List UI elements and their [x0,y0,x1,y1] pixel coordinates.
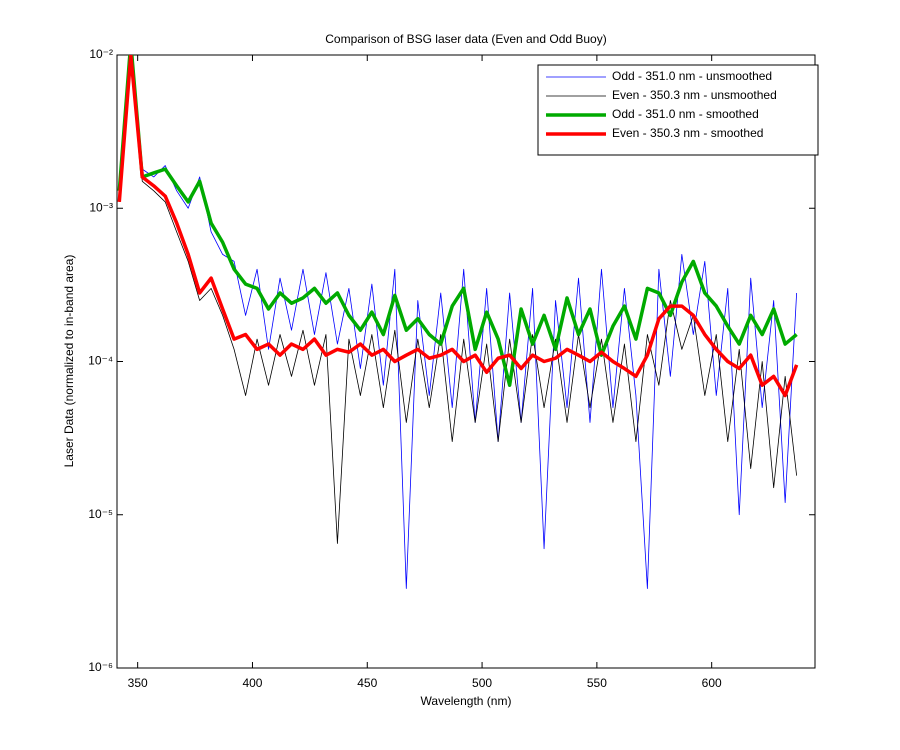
series-line [117,55,798,387]
x-axis-label: Wavelength (nm) [421,694,512,708]
legend-box [537,64,819,156]
y-axis-label: Laser Data (normalized to in-band area) [62,255,76,468]
series-line [118,55,798,544]
y-tick-label: 10⁻⁶ [88,660,113,674]
y-tick-label: 10⁻² [89,47,113,61]
x-tick-label: 350 [128,676,148,690]
y-tick-label: 10⁻³ [89,200,113,214]
legend-label: Odd - 351.0 nm - smoothed [612,107,759,121]
legend-label: Even - 350.3 nm - smoothed [612,126,763,140]
series-line [118,55,798,589]
x-tick-label: 400 [242,676,262,690]
x-tick-label: 500 [472,676,492,690]
legend-label: Even - 350.3 nm - unsmoothed [612,88,777,102]
y-tick-label: 10⁻⁵ [88,507,113,521]
legend-label: Odd - 351.0 nm - unsmoothed [612,69,772,83]
series-group [117,55,799,589]
x-tick-label: 450 [357,676,377,690]
x-tick-label: 550 [587,676,607,690]
y-tick-label: 10⁻⁴ [88,354,113,368]
x-tick-label: 600 [702,676,722,690]
chart-title: Comparison of BSG laser data (Even and O… [325,32,606,46]
series-line [117,55,799,398]
